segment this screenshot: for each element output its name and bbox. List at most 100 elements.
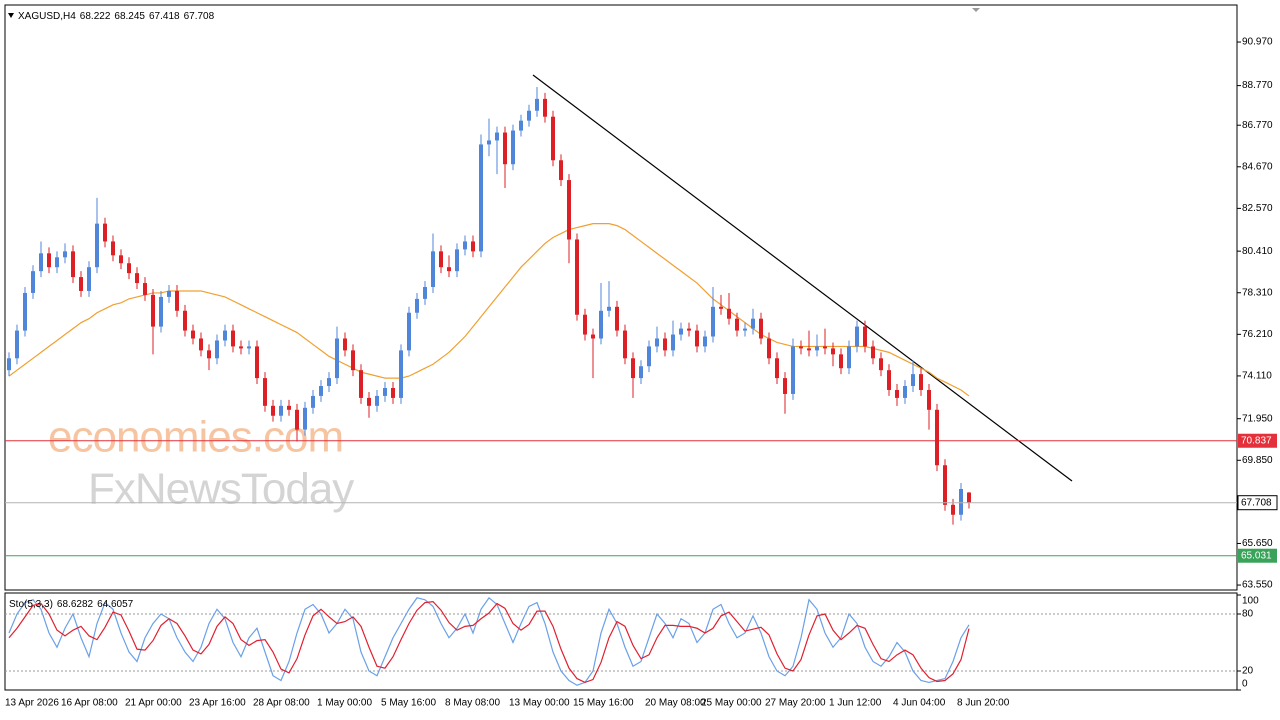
last-price-label: 67.708 [1241,497,1272,508]
candle-body [79,277,83,291]
watermark: economies.com [48,413,343,462]
candle-body [807,348,811,351]
candle-body [303,407,307,430]
candle-body [559,160,563,181]
candle-body [767,338,771,359]
candle-body [871,346,875,359]
candle-body [207,350,211,359]
candle-body [455,249,459,272]
candle-body [271,405,275,416]
price-label-box [1238,433,1277,448]
candle-body [351,350,355,371]
candle-body [87,267,91,291]
candle-body [959,489,963,515]
x-tick-label: 13 May 00:00 [509,698,570,709]
x-tick-label: 28 Apr 08:00 [253,698,310,709]
candle-body [55,257,59,268]
candle-body [223,330,227,341]
price-label: 70.837 [1241,435,1272,446]
candle-body [839,354,843,369]
indicator-name: Sto(5,3,3) [9,599,53,610]
candle-body [423,287,427,299]
ohlc-value: 67.708 [184,11,215,22]
y-tick-label: 63.550 [1242,580,1273,591]
price-label-box [1238,548,1277,563]
candle-body [799,346,803,349]
candle-body [591,334,595,339]
candle-body [727,308,731,319]
candle-body [823,346,827,349]
candle-body [439,251,443,268]
indicator-value: 68.6282 [57,599,94,610]
candle-body [247,346,251,349]
y-tick-label: 78.310 [1242,287,1273,298]
candle-body [431,251,435,288]
x-tick-label: 13 Apr 2026 [5,698,59,709]
candle-body [391,388,395,398]
candle-body [487,140,491,145]
candle-body [511,130,515,165]
candle-body [119,255,123,264]
candle-body [479,144,483,252]
candle-body [879,358,883,371]
y-tick-label: 71.950 [1242,413,1273,424]
candle-body [623,330,627,359]
y-tick-label: 76.210 [1242,329,1273,340]
candle-body [759,318,763,339]
candle-body [335,338,339,379]
x-tick-label: 21 Apr 00:00 [125,698,182,709]
candle-body [167,290,171,297]
symbol-header: XAGUSD,H4 68.222 68.245 67.418 67.708 [18,11,215,22]
candle-body [815,346,819,351]
candle-body [911,374,915,387]
y-tick-label: 100 [1242,596,1259,607]
candle-body [23,292,27,331]
candle-body [103,223,107,242]
candle-body [159,296,163,327]
candle-body [263,378,267,406]
candle-body [639,366,643,379]
y-tick-label: 74.110 [1242,371,1272,382]
candle-body [367,397,371,406]
candle-body [415,298,419,313]
candle-body [863,326,867,347]
candle-body [127,263,131,274]
candle-body [319,386,323,396]
candle-body [703,336,707,347]
y-tick-label: 88.770 [1242,80,1273,91]
candle-body [95,223,99,268]
symbol: XAGUSD,H4 [18,11,76,22]
candle-body [831,348,835,355]
candle-body [951,504,955,515]
ohlc-value: 67.418 [149,11,180,22]
candle-body [631,358,635,379]
candle-body [215,340,219,359]
candle-body [663,338,667,351]
x-tick-label: 8 May 08:00 [445,698,500,709]
candle-body [343,338,347,351]
watermark: FxNewsToday [88,465,354,514]
menu-triangle [8,13,14,18]
candle-body [783,378,787,394]
price-label: 65.031 [1241,550,1272,561]
candle-body [143,283,147,295]
candle-body [847,346,851,369]
candle-body [607,306,611,311]
candle-body [447,267,451,272]
candle-body [695,330,699,347]
candle-body [719,306,723,309]
x-tick-label: 25 May 00:00 [701,698,762,709]
candle-body [935,409,939,466]
candle-body [655,338,659,347]
candle-body [287,405,291,410]
y-tick-label: 90.970 [1242,37,1273,48]
candle-body [927,389,931,410]
candle-body [543,98,547,117]
x-tick-label: 1 May 00:00 [317,698,372,709]
candle-body [647,346,651,367]
candle-body [239,346,243,349]
x-tick-label: 15 May 16:00 [573,698,634,709]
candle-body [39,253,43,272]
candle-body [855,326,859,347]
